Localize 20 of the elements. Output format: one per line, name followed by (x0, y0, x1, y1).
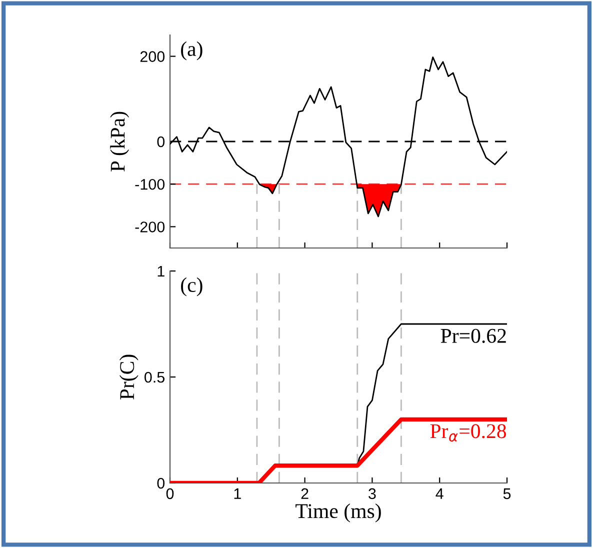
annotation: (c) (181, 277, 202, 296)
x-tick-label: 2 (301, 488, 308, 499)
y-tick-label: 200 (140, 51, 165, 62)
x-tick-label: 3 (368, 488, 376, 500)
annotation: Pr=0.62 (440, 328, 506, 343)
x-tick-label: 4 (436, 488, 444, 499)
x-axis-title: Time (ms) (296, 503, 381, 522)
x-tick-label: 0 (166, 488, 174, 500)
y-tick-label: -100 (135, 178, 165, 190)
y-tick-label: -200 (135, 222, 165, 232)
x-tick-label: 5 (503, 488, 511, 500)
annotation: Pr$_{α}$=0.28 (430, 424, 506, 442)
y-tick-label: 0 (157, 136, 165, 148)
y-tick-label: 0 (157, 478, 165, 489)
y-tick-label: 1 (158, 266, 164, 277)
x-tick-label: 1 (234, 488, 241, 499)
y-tick-label: 0.5 (144, 372, 164, 383)
annotation: (a) (181, 41, 202, 60)
y-axis-title: Pr(C) (119, 354, 138, 400)
y-axis-title: P (kPa) (110, 112, 130, 172)
